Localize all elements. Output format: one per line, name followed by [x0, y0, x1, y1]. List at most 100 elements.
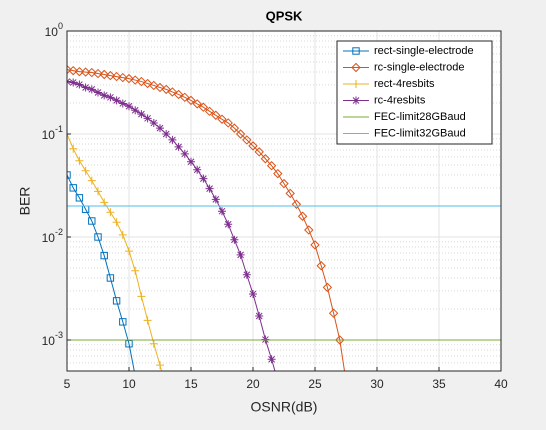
marker — [304, 225, 314, 235]
marker — [224, 220, 233, 229]
marker — [335, 335, 345, 345]
marker — [285, 188, 295, 199]
marker — [273, 168, 283, 179]
tick-base: 10 — [42, 231, 56, 245]
marker — [230, 235, 239, 244]
axes-box — [66, 30, 502, 372]
marker — [162, 129, 171, 138]
marker — [149, 80, 159, 91]
x-tick-label: 5 — [64, 377, 71, 391]
marker — [94, 88, 102, 97]
marker — [156, 124, 164, 133]
marker — [260, 154, 271, 164]
marker — [168, 135, 177, 144]
marker — [87, 85, 96, 94]
marker — [124, 73, 134, 84]
marker — [236, 250, 245, 259]
marker — [88, 217, 96, 225]
marker — [297, 211, 308, 221]
x-tick-label: 20 — [246, 377, 260, 391]
marker — [112, 218, 121, 227]
x-tick-label: 35 — [432, 377, 446, 391]
marker — [218, 207, 226, 216]
marker — [211, 110, 221, 120]
marker — [118, 230, 127, 239]
marker — [322, 282, 333, 293]
marker — [112, 96, 121, 105]
marker — [310, 240, 320, 250]
marker — [131, 106, 140, 115]
tick-exponent: 0 — [58, 21, 63, 31]
marker — [156, 361, 164, 370]
marker — [199, 174, 208, 183]
marker — [274, 377, 282, 385]
legend-label: rect-4resbits — [374, 78, 435, 90]
marker — [198, 102, 209, 112]
marker — [119, 318, 127, 326]
marker — [149, 339, 158, 348]
marker — [205, 184, 214, 193]
marker — [106, 93, 115, 102]
marker — [67, 171, 71, 179]
marker — [75, 194, 84, 202]
marker — [137, 292, 146, 301]
marker — [186, 95, 196, 106]
marker — [100, 198, 109, 207]
marker — [352, 96, 360, 105]
marker — [211, 195, 220, 204]
marker — [180, 149, 189, 158]
marker — [328, 308, 339, 318]
y-tick-label: 100 — [45, 21, 63, 39]
marker — [125, 102, 133, 111]
marker — [291, 199, 302, 209]
marker — [187, 157, 195, 166]
marker — [136, 76, 147, 87]
marker — [279, 178, 289, 189]
marker — [81, 83, 90, 92]
y-tick-label: 10-3 — [42, 330, 63, 348]
marker — [266, 161, 277, 171]
marker — [99, 69, 109, 80]
legend-label: rc-4resbits — [374, 94, 426, 106]
marker — [155, 82, 165, 93]
marker — [105, 70, 116, 81]
marker — [106, 208, 115, 217]
marker — [217, 114, 227, 124]
tick-base: 10 — [45, 25, 59, 39]
marker — [235, 129, 246, 139]
marker — [94, 187, 102, 196]
marker — [74, 66, 85, 77]
marker — [75, 80, 84, 89]
marker — [111, 71, 122, 82]
marker — [93, 68, 103, 79]
x-tick-label: 30 — [370, 377, 384, 391]
marker — [192, 99, 202, 109]
marker — [351, 62, 361, 73]
marker — [69, 144, 78, 153]
marker — [167, 87, 178, 97]
marker — [137, 110, 146, 119]
marker — [229, 123, 240, 133]
legend-label: rc-single-electrode — [374, 61, 464, 73]
legend-box — [336, 40, 493, 145]
tick-exponent: -2 — [55, 227, 63, 237]
marker — [249, 289, 257, 298]
x-axis-label: OSNR(dB) — [251, 399, 318, 415]
x-tick-label: 40 — [494, 377, 508, 391]
marker — [162, 386, 170, 394]
marker — [142, 78, 153, 89]
chart-title: QPSK — [266, 8, 303, 23]
marker — [131, 266, 140, 275]
marker — [130, 75, 140, 85]
x-tick-label: 25 — [308, 377, 322, 391]
marker — [143, 316, 152, 325]
marker — [193, 165, 202, 174]
marker — [254, 147, 264, 157]
x-tick-label: 15 — [184, 377, 198, 391]
legend-label: rect-single-electrode — [374, 45, 474, 57]
marker — [173, 89, 184, 100]
tick-base: 10 — [42, 334, 56, 348]
marker — [316, 261, 326, 271]
marker — [174, 142, 183, 151]
